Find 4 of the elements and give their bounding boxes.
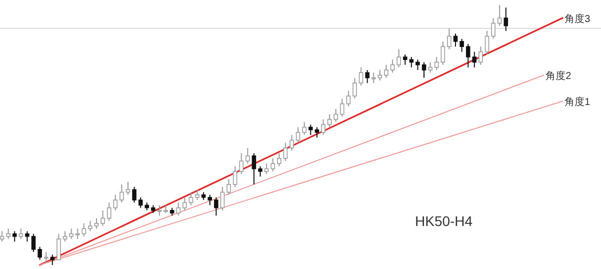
series-label: 角度2 (546, 70, 572, 82)
series-label: 角度1 (564, 96, 591, 108)
series-label: 角度3 (564, 13, 591, 25)
annotation: HK50-H4 (415, 213, 473, 229)
